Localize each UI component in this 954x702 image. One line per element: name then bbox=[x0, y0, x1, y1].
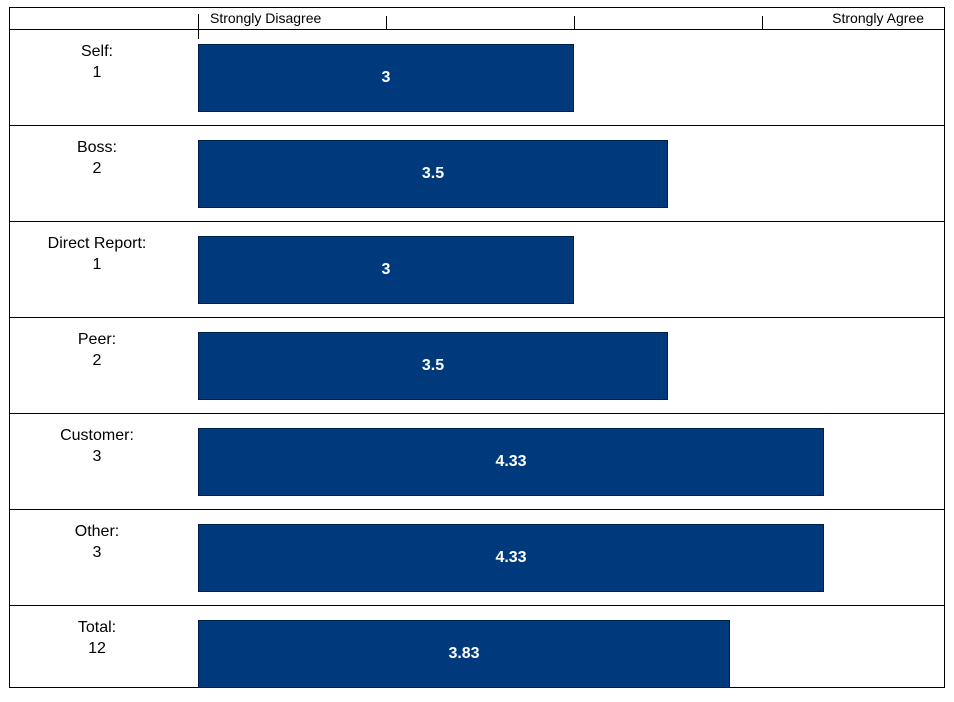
scale-tick bbox=[574, 16, 575, 29]
response-count: 12 bbox=[88, 640, 106, 657]
response-count: 1 bbox=[92, 64, 102, 81]
table-row: Direct Report: 1 3 bbox=[10, 222, 944, 318]
row-label: Direct Report: 1 bbox=[10, 233, 184, 275]
bar: 4.33 bbox=[198, 428, 825, 496]
response-count: 3 bbox=[92, 448, 102, 465]
row-label: Self: 1 bbox=[10, 41, 184, 83]
row-label: Peer: 2 bbox=[10, 329, 184, 371]
bar: 3.83 bbox=[198, 620, 731, 688]
table-row: Boss: 2 3.5 bbox=[10, 126, 944, 222]
bar-value-label: 4.33 bbox=[495, 453, 527, 470]
table-row: Total: 12 3.83 bbox=[10, 606, 944, 702]
category-name: Total: bbox=[77, 619, 117, 636]
category-name: Peer: bbox=[77, 331, 117, 348]
scale-tick bbox=[198, 14, 199, 39]
bar-value-label: 4.33 bbox=[495, 549, 527, 566]
scale-tick bbox=[762, 16, 763, 29]
table-row: Self: 1 3 bbox=[10, 30, 944, 126]
category-name: Boss: bbox=[76, 139, 117, 156]
scale-low-label: Strongly Disagree bbox=[210, 10, 322, 26]
bar-value-label: 3.83 bbox=[448, 645, 480, 662]
response-count: 2 bbox=[92, 160, 102, 177]
bar-value-label: 3 bbox=[381, 261, 391, 278]
scale-tick bbox=[386, 16, 387, 29]
bar: 3.5 bbox=[198, 140, 668, 208]
row-label: Customer: 3 bbox=[10, 425, 184, 467]
bar: 4.33 bbox=[198, 524, 825, 592]
bar: 3.5 bbox=[198, 332, 668, 400]
bar-value-label: 3 bbox=[381, 69, 391, 86]
bar-value-label: 3.5 bbox=[421, 357, 445, 374]
row-label: Total: 12 bbox=[10, 617, 184, 659]
table-row: Customer: 3 4.33 bbox=[10, 414, 944, 510]
scale-header: Strongly Disagree Strongly Agree bbox=[10, 8, 944, 30]
row-label: Other: 3 bbox=[10, 521, 184, 563]
row-label: Boss: 2 bbox=[10, 137, 184, 179]
chart-frame: Strongly Disagree Strongly Agree Self: 1 3… bbox=[9, 7, 945, 688]
category-name: Self: bbox=[80, 43, 113, 60]
bar-value-label: 3.5 bbox=[421, 165, 445, 182]
response-count: 1 bbox=[92, 256, 102, 273]
response-count: 2 bbox=[92, 352, 102, 369]
bar: 3 bbox=[198, 236, 574, 304]
category-name: Other: bbox=[74, 523, 120, 540]
table-row: Other: 3 4.33 bbox=[10, 510, 944, 606]
response-count: 3 bbox=[92, 544, 102, 561]
category-name: Customer: bbox=[60, 427, 134, 444]
category-name: Direct Report: bbox=[47, 235, 147, 252]
table-row: Peer: 2 3.5 bbox=[10, 318, 944, 414]
scale-high-label: Strongly Agree bbox=[832, 10, 924, 26]
bar: 3 bbox=[198, 44, 574, 112]
